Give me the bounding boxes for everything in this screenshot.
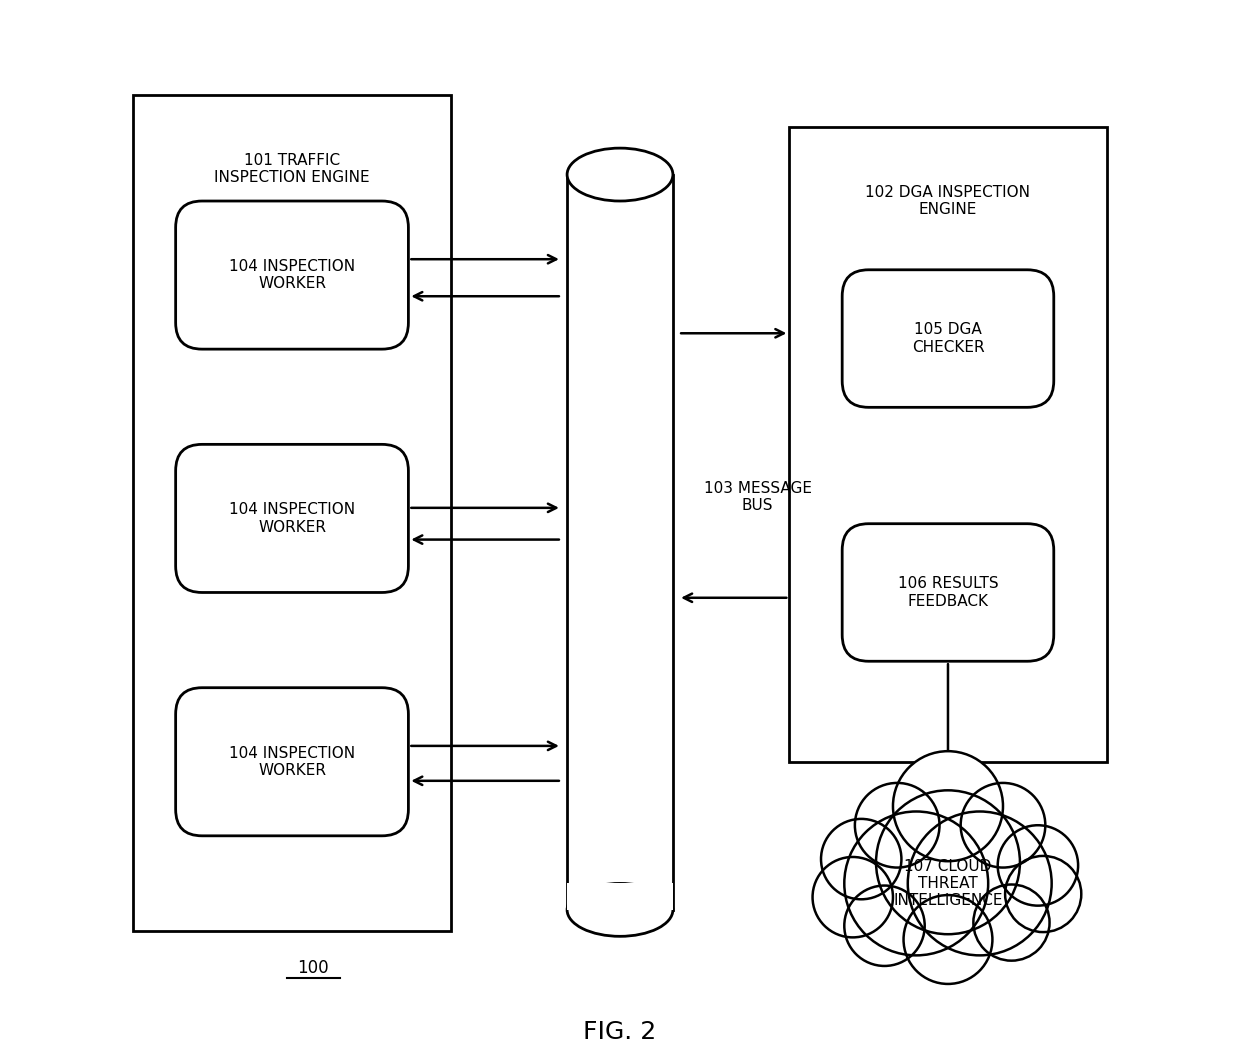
Circle shape <box>1006 856 1081 932</box>
Text: 101 TRAFFIC
INSPECTION ENGINE: 101 TRAFFIC INSPECTION ENGINE <box>215 153 370 185</box>
Text: FIG. 2: FIG. 2 <box>583 1020 657 1043</box>
Text: 100: 100 <box>298 959 329 978</box>
Circle shape <box>844 886 925 966</box>
Text: 104 INSPECTION
WORKER: 104 INSPECTION WORKER <box>229 746 355 778</box>
Circle shape <box>844 811 988 955</box>
Circle shape <box>961 783 1045 868</box>
Bar <box>567 883 673 910</box>
Circle shape <box>812 857 893 937</box>
Text: 104 INSPECTION
WORKER: 104 INSPECTION WORKER <box>229 259 355 291</box>
Text: 104 INSPECTION
WORKER: 104 INSPECTION WORKER <box>229 503 355 534</box>
Ellipse shape <box>567 148 673 201</box>
Circle shape <box>908 811 1052 955</box>
Text: 103 MESSAGE
BUS: 103 MESSAGE BUS <box>703 481 811 513</box>
Circle shape <box>854 783 940 868</box>
Circle shape <box>973 884 1049 961</box>
Circle shape <box>875 790 1021 934</box>
Bar <box>790 127 1106 762</box>
Circle shape <box>998 825 1078 906</box>
Ellipse shape <box>567 883 673 936</box>
Bar <box>134 95 450 931</box>
Text: 107 CLOUD
THREAT
INTELLIGENCE: 107 CLOUD THREAT INTELLIGENCE <box>893 858 1003 909</box>
Text: 102 DGA INSPECTION
ENGINE: 102 DGA INSPECTION ENGINE <box>866 185 1030 217</box>
Circle shape <box>821 819 901 899</box>
Text: 105 DGA
CHECKER: 105 DGA CHECKER <box>911 323 985 354</box>
Circle shape <box>904 895 992 984</box>
Circle shape <box>893 751 1003 861</box>
Text: 106 RESULTS
FEEDBACK: 106 RESULTS FEEDBACK <box>898 577 998 608</box>
